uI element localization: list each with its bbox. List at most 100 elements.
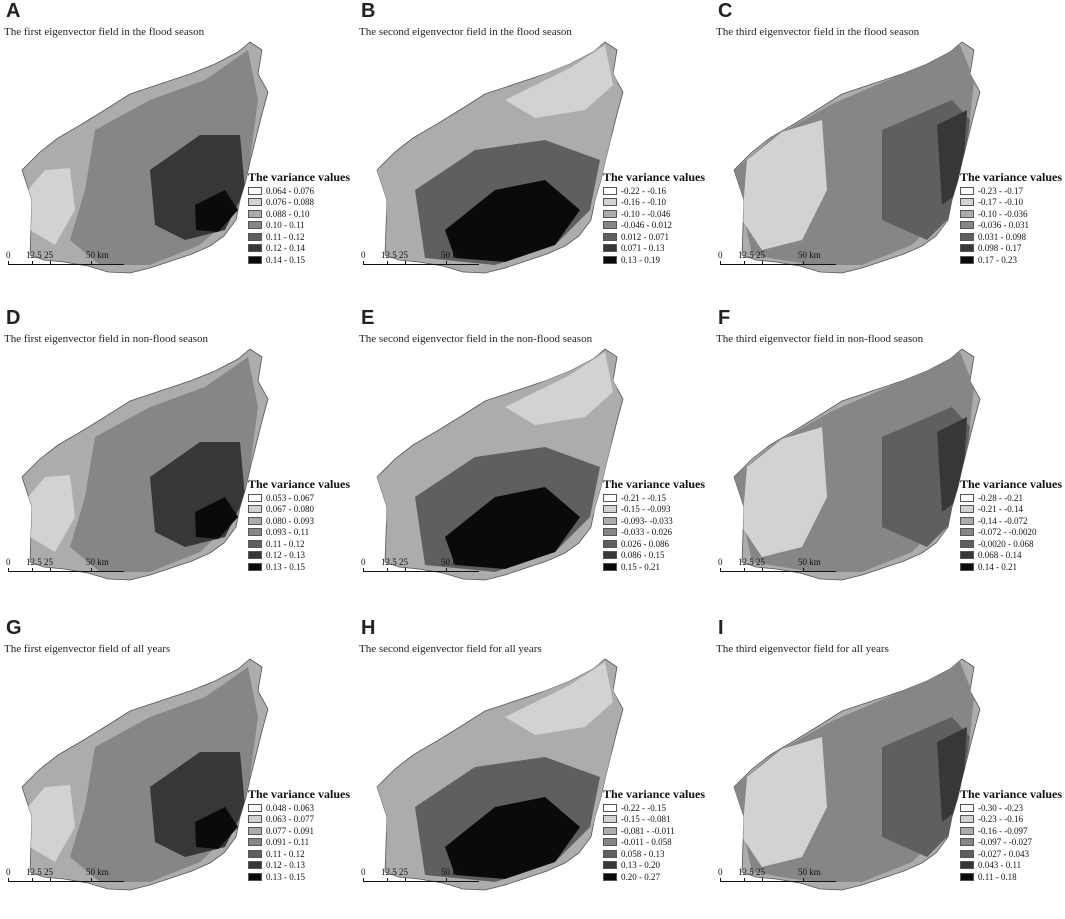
legend-swatch	[603, 221, 617, 230]
scale-label-50km: 50 km	[798, 250, 821, 260]
legend-label: 0.077 - 0.091	[266, 825, 314, 836]
legend-item: 0.11 - 0.18	[960, 871, 1062, 883]
legend: The variance values -0.28 - -0.21 -0.21 -…	[960, 477, 1062, 573]
scale-tick	[744, 261, 745, 264]
legend-label: 0.063 - 0.077	[266, 814, 314, 825]
scale-tick	[720, 878, 721, 881]
legend-label: -0.10 - -0.036	[978, 208, 1028, 219]
scale-line	[363, 881, 479, 882]
legend-item: -0.033 - 0.026	[603, 527, 705, 539]
legend-swatch	[960, 551, 974, 560]
legend-label: 0.11 - 0.12	[266, 231, 305, 242]
scale-label-25: 25	[44, 867, 53, 877]
scale-label-50km: 50 km	[441, 250, 464, 260]
legend-swatch	[603, 849, 617, 858]
panel-title: The second eigenvector field for all yea…	[359, 643, 542, 655]
legend-label: 0.17 - 0.23	[978, 254, 1017, 265]
variance-zone	[742, 120, 827, 250]
scale-tick	[744, 878, 745, 881]
panel-title: The first eigenvector field of all years	[4, 643, 171, 655]
legend-label: -0.027 - 0.043	[978, 848, 1029, 859]
variance-zone	[505, 45, 613, 118]
legend-label: 0.086 - 0.15	[621, 550, 665, 561]
legend-swatch	[248, 528, 262, 537]
legend: The variance values -0.23 - -0.17 -0.17 -…	[960, 170, 1062, 266]
panel-title: The third eigenvector field in the flood…	[716, 26, 920, 38]
legend-item: -0.15 - -0.093	[603, 504, 705, 516]
legend-label: -0.30 - -0.23	[978, 802, 1023, 813]
scale-tick	[762, 878, 763, 881]
scale-label-0: 0	[361, 250, 366, 260]
legend-label: -0.14 - -0.072	[978, 515, 1028, 526]
legend-item: 0.064 - 0.076	[248, 185, 350, 197]
legend-swatch	[603, 505, 617, 514]
variance-zone	[28, 475, 75, 552]
legend-swatch	[603, 539, 617, 548]
scale-tick	[387, 568, 388, 571]
variance-zones	[377, 662, 617, 882]
legend-label: -0.036 - 0.031	[978, 220, 1029, 231]
legend-rows: -0.23 - -0.17 -0.17 - -0.10 -0.10 - -0.036…	[960, 185, 1062, 266]
panel-title: The second eigenvector field in the floo…	[359, 26, 572, 38]
variance-zone	[445, 180, 580, 262]
scale-tick	[446, 261, 447, 264]
scale-line	[8, 264, 124, 265]
legend-label: 0.10 - 0.11	[266, 220, 305, 231]
scale-tick	[363, 878, 364, 881]
legend-label: -0.15 - -0.093	[621, 504, 671, 515]
legend-swatch	[248, 516, 262, 525]
legend-item: 0.071 - 0.13	[603, 243, 705, 255]
legend-label: 0.026 - 0.086	[621, 538, 669, 549]
legend-title: The variance values	[603, 170, 705, 184]
legend-swatch	[248, 209, 262, 218]
scale-tick	[363, 568, 364, 571]
legend-item: 0.053 - 0.067	[248, 492, 350, 504]
legend-item: 0.058 - 0.13	[603, 848, 705, 860]
legend-rows: -0.28 - -0.21 -0.21 - -0.14 -0.14 - -0.072…	[960, 492, 1062, 573]
scale-line	[720, 264, 836, 265]
legend-item: -0.17 - -0.10	[960, 197, 1062, 209]
scale-label-0: 0	[361, 557, 366, 567]
panel-title: The first eigenvector field in non-flood…	[4, 333, 209, 345]
legend-swatch	[960, 198, 974, 207]
legend-item: 0.15 - 0.21	[603, 561, 705, 573]
legend-label: 0.093 - 0.11	[266, 527, 310, 538]
legend-item: 0.13 - 0.15	[248, 871, 350, 883]
map-panel-g: G The first eigenvector field of all yea…	[0, 617, 355, 919]
legend-title: The variance values	[248, 477, 350, 491]
scale-line	[8, 881, 124, 882]
scale-bar: 0 12.5 25 50 km	[716, 250, 836, 272]
legend-swatch	[603, 562, 617, 571]
legend-swatch	[960, 849, 974, 858]
legend-swatch	[960, 232, 974, 241]
legend-item: 0.10 - 0.11	[248, 220, 350, 232]
scale-tick	[32, 261, 33, 264]
legend: The variance values -0.22 - -0.16 -0.16 -…	[603, 170, 705, 266]
legend-label: 0.14 - 0.15	[266, 254, 305, 265]
legend-swatch	[960, 516, 974, 525]
legend-swatch	[248, 505, 262, 514]
legend-item: -0.14 - -0.072	[960, 515, 1062, 527]
variance-zone	[28, 785, 75, 862]
legend-item: 0.14 - 0.15	[248, 254, 350, 266]
legend: The variance values -0.22 - -0.15 -0.15 -…	[603, 787, 705, 883]
legend-swatch	[960, 539, 974, 548]
legend-label: -0.28 - -0.21	[978, 492, 1023, 503]
panel-letter: I	[718, 617, 724, 639]
legend-label: -0.10 - -0.046	[621, 208, 671, 219]
scale-tick	[8, 261, 9, 264]
scale-tick	[803, 261, 804, 264]
legend-item: -0.093- -0.033	[603, 515, 705, 527]
legend-item: 0.11 - 0.12	[248, 848, 350, 860]
scale-line	[363, 264, 479, 265]
legend-label: -0.033 - 0.026	[621, 527, 672, 538]
legend-swatch	[960, 528, 974, 537]
legend-rows: -0.21 - -0.15 -0.15 - -0.093 -0.093- -0.03…	[603, 492, 705, 573]
legend-swatch	[603, 872, 617, 881]
legend-label: -0.011 - 0.058	[621, 837, 672, 848]
legend-swatch	[248, 826, 262, 835]
scale-label-25: 25	[756, 867, 765, 877]
map-panel-i: I The third eigenvector field for all ye…	[712, 617, 1065, 919]
legend-item: -0.21 - -0.14	[960, 504, 1062, 516]
legend-rows: 0.053 - 0.067 0.067 - 0.080 0.080 - 0.093 0…	[248, 492, 350, 573]
